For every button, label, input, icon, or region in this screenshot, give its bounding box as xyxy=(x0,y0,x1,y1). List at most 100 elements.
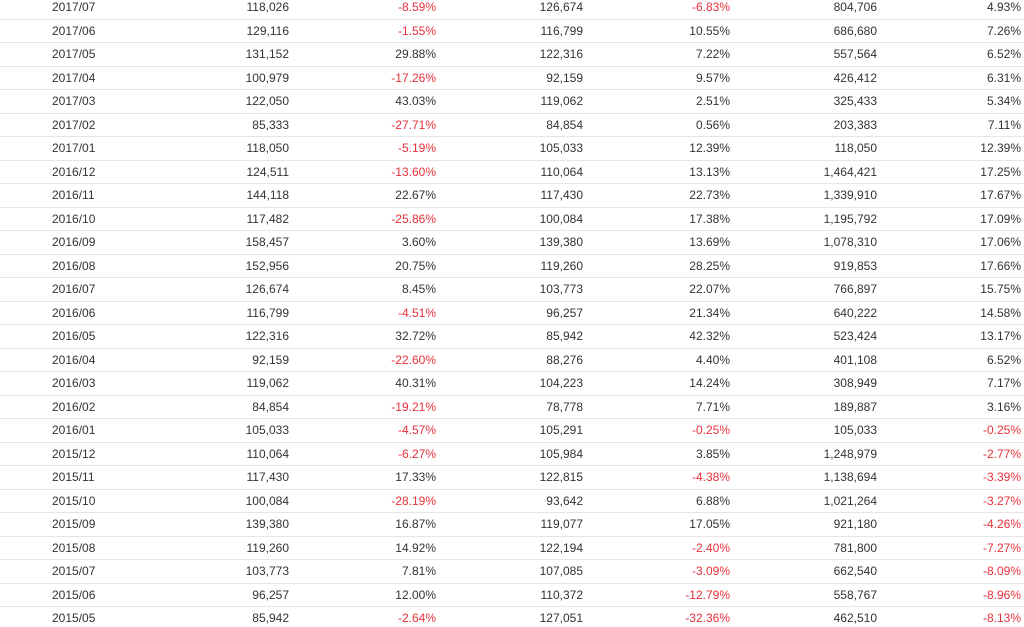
cell-cumulative-yoy-change: -7.27% xyxy=(982,540,1021,555)
cell-sales: 144,118 xyxy=(246,188,290,202)
table-row: 2017/06 129,116 -1.55% 116,799 10.55% 686,680… xyxy=(0,20,1024,43)
cell-sales-change: -1.55% xyxy=(397,23,436,38)
cell-prior-year-sales: 110,372 xyxy=(540,587,584,602)
cell-sales: 118,050 xyxy=(246,141,290,155)
cell-yoy-change: 17.05% xyxy=(689,517,730,531)
cell-cumulative-yoy-change: 12.39% xyxy=(980,141,1021,155)
cell-cumulative-yoy-change: 17.25% xyxy=(980,164,1021,179)
table-row: 2016/03 119,062 40.31% 104,223 14.24% 308,949… xyxy=(0,372,1024,396)
cell-sales: 126,674 xyxy=(245,282,289,296)
cell-sales: 124,511 xyxy=(246,164,290,179)
cell-sales-change: 43.03% xyxy=(395,94,436,108)
cell-sales: 118,026 xyxy=(246,0,290,14)
cell-sales-change: 3.60% xyxy=(401,235,436,249)
table-row: 2016/01 105,033 -4.57% 105,291 -0.25% 105,033… xyxy=(0,419,1024,443)
cell-cumulative-sales: 1,464,421 xyxy=(823,164,877,179)
cell-yoy-change: -4.38% xyxy=(691,470,730,484)
cell-yoy-change: 2.51% xyxy=(695,94,730,108)
cell-sales-change: 8.45% xyxy=(401,282,436,296)
cell-cumulative-sales: 557,564 xyxy=(833,47,877,61)
cell-yoy-change: 10.55% xyxy=(689,23,730,38)
cell-sales: 119,260 xyxy=(246,540,290,555)
cell-cumulative-sales: 1,078,310 xyxy=(823,235,877,249)
cell-yoy-change: 42.32% xyxy=(689,329,730,343)
cell-cumulative-yoy-change: 6.52% xyxy=(986,352,1021,367)
cell-month: 2016/05 xyxy=(52,329,96,343)
cell-sales-change: 22.67% xyxy=(395,188,436,202)
table-row: 2016/12 124,511 -13.60% 110,064 13.13% 1,464,… xyxy=(0,161,1024,184)
cell-cumulative-sales: 1,248,979 xyxy=(823,446,877,461)
cell-sales-change: 16.87% xyxy=(395,517,436,531)
table-row: 2015/10 100,084 -28.19% 93,642 6.88% 1,021,26… xyxy=(0,490,1024,513)
cell-cumulative-yoy-change: 15.75% xyxy=(980,282,1021,296)
cell-sales: 103,773 xyxy=(245,564,289,578)
cell-month: 2015/11 xyxy=(52,470,95,484)
cell-yoy-change: 14.24% xyxy=(689,376,730,390)
cell-prior-year-sales: 117,430 xyxy=(540,188,584,202)
cell-month: 2017/05 xyxy=(52,47,96,61)
cell-cumulative-sales: 1,195,792 xyxy=(823,211,877,226)
cell-sales-change: -22.60% xyxy=(391,352,436,367)
cell-prior-year-sales: 103,773 xyxy=(539,282,583,296)
cell-cumulative-sales: 523,424 xyxy=(833,329,877,343)
cell-prior-year-sales: 126,674 xyxy=(539,0,583,14)
cell-cumulative-sales: 426,412 xyxy=(833,70,877,85)
cell-prior-year-sales: 100,084 xyxy=(539,211,583,226)
cell-sales: 119,062 xyxy=(246,376,290,390)
cell-cumulative-sales: 766,897 xyxy=(833,282,877,296)
table-row: 2015/07 103,773 7.81% 107,085 -3.09% 662,540 -… xyxy=(0,560,1024,584)
cell-cumulative-yoy-change: -4.26% xyxy=(982,517,1021,531)
cell-month: 2016/04 xyxy=(52,352,96,367)
table-row: 2016/07 126,674 8.45% 103,773 22.07% 766,897 1… xyxy=(0,278,1024,302)
cell-sales-change: 17.33% xyxy=(395,470,436,484)
cell-prior-year-sales: 104,223 xyxy=(539,376,583,390)
cell-month: 2016/01 xyxy=(52,423,96,437)
table-row: 2016/10 117,482 -25.86% 100,084 17.38% 1,195,… xyxy=(0,208,1024,231)
cell-month: 2017/06 xyxy=(52,23,96,38)
cell-sales: 84,854 xyxy=(252,399,289,414)
cell-sales: 122,050 xyxy=(245,94,289,108)
table-row: 2017/01 118,050 -5.19% 105,033 12.39% 118,050… xyxy=(0,137,1024,161)
cell-prior-year-sales: 84,854 xyxy=(546,117,583,132)
cell-sales-change: 12.00% xyxy=(395,587,436,602)
cell-sales: 129,116 xyxy=(246,23,290,38)
cell-month: 2017/04 xyxy=(52,70,96,85)
cell-cumulative-sales: 118,050 xyxy=(834,141,878,155)
cell-cumulative-yoy-change: -8.13% xyxy=(982,611,1021,625)
cell-cumulative-yoy-change: 6.31% xyxy=(986,70,1021,85)
cell-prior-year-sales: 127,051 xyxy=(539,611,583,625)
table-row: 2017/05 131,152 29.88% 122,316 7.22% 557,564 6… xyxy=(0,43,1024,67)
cell-sales-change: 29.88% xyxy=(395,47,436,61)
cell-cumulative-yoy-change: 4.93% xyxy=(986,0,1021,14)
cell-yoy-change: 0.56% xyxy=(695,117,730,132)
cell-cumulative-yoy-change: 7.17% xyxy=(986,376,1021,390)
cell-yoy-change: 4.40% xyxy=(695,352,730,367)
cell-cumulative-sales: 308,949 xyxy=(833,376,877,390)
cell-cumulative-yoy-change: -8.09% xyxy=(982,564,1021,578)
cell-cumulative-yoy-change: -8.96% xyxy=(982,587,1021,602)
cell-yoy-change: 3.85% xyxy=(695,446,730,461)
cell-sales-change: -27.71% xyxy=(391,117,436,132)
cell-sales-change: 40.31% xyxy=(395,376,436,390)
cell-cumulative-sales: 1,138,694 xyxy=(823,470,877,484)
cell-prior-year-sales: 116,799 xyxy=(540,23,584,38)
table-row: 2016/02 84,854 -19.21% 78,778 7.71% 189,887 3.… xyxy=(0,396,1024,419)
cell-cumulative-sales: 105,033 xyxy=(833,423,877,437)
cell-prior-year-sales: 92,159 xyxy=(546,70,583,85)
cell-cumulative-sales: 1,339,910 xyxy=(823,188,877,202)
cell-prior-year-sales: 93,642 xyxy=(546,493,583,508)
cell-cumulative-sales: 558,767 xyxy=(833,587,877,602)
cell-cumulative-sales: 325,433 xyxy=(833,94,877,108)
cell-month: 2017/01 xyxy=(52,141,96,155)
cell-sales: 139,380 xyxy=(245,517,289,531)
cell-prior-year-sales: 119,062 xyxy=(540,94,584,108)
cell-prior-year-sales: 105,033 xyxy=(539,141,583,155)
cell-sales: 85,333 xyxy=(252,117,289,132)
cell-cumulative-sales: 781,800 xyxy=(833,540,877,555)
table-row: 2016/05 122,316 32.72% 85,942 42.32% 523,424 1… xyxy=(0,325,1024,349)
cell-sales-change: 14.92% xyxy=(395,540,436,555)
cell-prior-year-sales: 105,291 xyxy=(539,423,583,437)
cell-month: 2016/08 xyxy=(52,258,96,273)
cell-cumulative-sales: 203,383 xyxy=(833,117,877,132)
